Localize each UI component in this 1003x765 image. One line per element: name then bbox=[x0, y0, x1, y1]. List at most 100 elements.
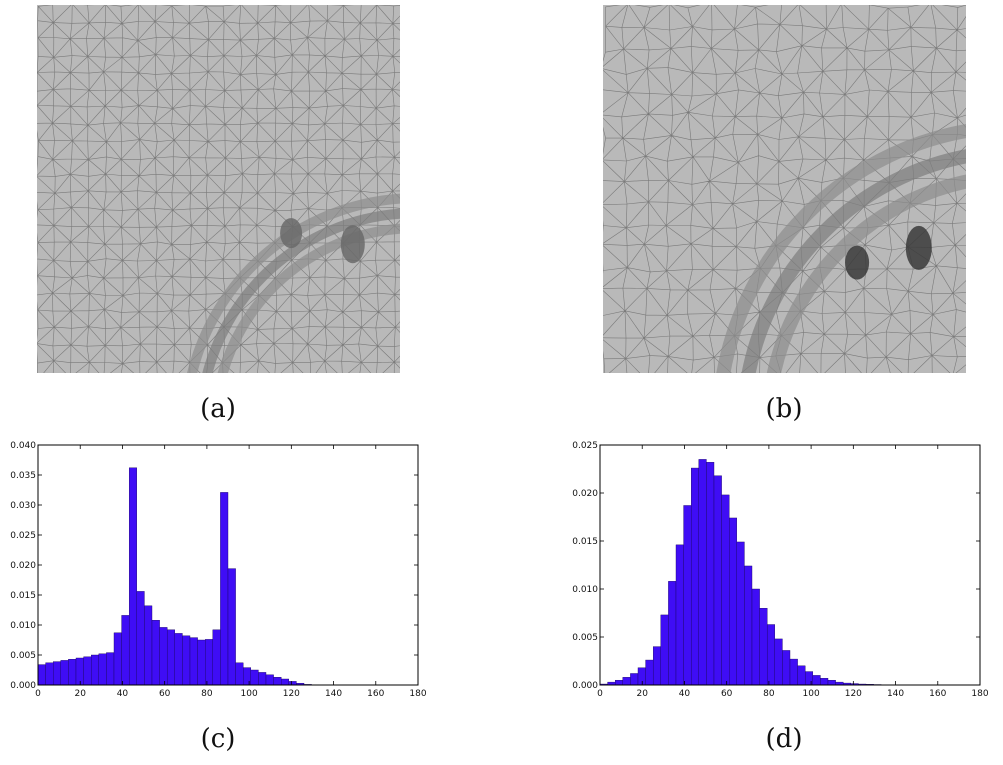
histogram-bar bbox=[76, 658, 84, 685]
x-tick-label: 60 bbox=[159, 689, 171, 699]
histogram-bar bbox=[661, 615, 669, 685]
histogram-bar bbox=[152, 620, 160, 685]
caption-a: (a) bbox=[178, 394, 258, 424]
histogram-bar bbox=[220, 492, 228, 685]
histogram-bar bbox=[251, 670, 259, 685]
y-tick-label: 0.005 bbox=[10, 651, 36, 661]
histogram-bar bbox=[813, 675, 821, 685]
histogram-bar bbox=[68, 659, 76, 685]
mesh-wireframe bbox=[603, 5, 966, 373]
x-tick-label: 40 bbox=[679, 689, 691, 699]
histogram-bar bbox=[782, 650, 790, 685]
y-tick-label: 0.025 bbox=[10, 531, 36, 541]
x-tick-label: 180 bbox=[971, 689, 988, 699]
histogram-bar bbox=[289, 681, 297, 685]
y-tick-label: 0.010 bbox=[10, 621, 36, 631]
histogram-bar bbox=[653, 647, 661, 685]
y-tick-label: 0.040 bbox=[10, 441, 36, 451]
histogram-bar bbox=[61, 660, 69, 685]
caption-d: (d) bbox=[744, 724, 824, 754]
histogram-bar bbox=[213, 630, 221, 685]
y-tick-label: 0.035 bbox=[10, 471, 36, 481]
x-tick-label: 140 bbox=[887, 689, 904, 699]
x-tick-label: 120 bbox=[283, 689, 300, 699]
x-tick-label: 80 bbox=[201, 689, 213, 699]
histogram-bar bbox=[182, 636, 190, 685]
histogram-bar bbox=[160, 627, 168, 685]
y-tick-label: 0.020 bbox=[572, 489, 598, 499]
histogram-bar bbox=[752, 589, 760, 685]
x-tick-label: 180 bbox=[409, 689, 426, 699]
histogram-bar bbox=[84, 657, 92, 685]
histogram-bar bbox=[775, 639, 783, 685]
x-tick-label: 160 bbox=[367, 689, 384, 699]
histogram-bar bbox=[266, 675, 274, 685]
chart-svg-d: 0 20 40 60 80 100 120 140 160 180 0.000 0.005 0.010 0… bbox=[562, 435, 1002, 705]
histogram-bar bbox=[722, 495, 730, 685]
histogram-bar bbox=[129, 468, 137, 685]
histogram-bar bbox=[714, 476, 722, 685]
chart-svg-c: 0 20 40 60 80 100 120 140 160 180 0.000 0.005 0.010 0… bbox=[0, 435, 440, 705]
x-tick-label: 20 bbox=[74, 689, 86, 699]
x-tick-label: 100 bbox=[241, 689, 258, 699]
caption-c: (c) bbox=[178, 724, 258, 754]
mesh-wireframe bbox=[37, 5, 400, 373]
histogram-bar bbox=[53, 662, 61, 685]
mesh-render-a bbox=[37, 5, 400, 373]
x-tick-label: 140 bbox=[325, 689, 342, 699]
y-tick-label: 0.020 bbox=[10, 561, 36, 571]
y-tick-label: 0.000 bbox=[10, 681, 36, 691]
histogram-c: 0 20 40 60 80 100 120 140 160 180 0.000 0.005 0.010 0… bbox=[0, 435, 440, 705]
histogram-bar bbox=[737, 542, 745, 685]
histogram-bar bbox=[630, 673, 638, 685]
y-tick-label: 0.025 bbox=[572, 441, 598, 451]
y-tick-label: 0.005 bbox=[572, 633, 598, 643]
histogram-bar bbox=[623, 677, 631, 685]
histogram-bar bbox=[114, 633, 122, 685]
histogram-bar bbox=[767, 625, 775, 685]
x-tick-label: 60 bbox=[721, 689, 733, 699]
histogram-bar bbox=[706, 462, 714, 685]
y-tick-label: 0.010 bbox=[572, 585, 598, 595]
histogram-bar bbox=[137, 591, 145, 685]
x-tick-label: 80 bbox=[763, 689, 775, 699]
caption-b: (b) bbox=[744, 394, 824, 424]
histogram-bar bbox=[760, 608, 768, 685]
histogram-bar bbox=[122, 615, 130, 685]
histogram-bar bbox=[144, 606, 152, 685]
histogram-bar bbox=[684, 505, 692, 685]
histogram-bar bbox=[638, 668, 646, 685]
histogram-bar bbox=[198, 640, 206, 685]
histogram-bar bbox=[646, 660, 654, 685]
histogram-bar bbox=[91, 655, 99, 685]
histogram-bar bbox=[615, 680, 623, 685]
histogram-bar bbox=[236, 663, 244, 685]
x-tick-label: 0 bbox=[35, 689, 41, 699]
histogram-bar bbox=[790, 659, 798, 685]
histogram-bar bbox=[729, 518, 737, 685]
histogram-bar bbox=[798, 666, 806, 685]
histogram-bar bbox=[668, 581, 676, 685]
histogram-bar bbox=[175, 633, 183, 685]
x-tick-label: 0 bbox=[597, 689, 603, 699]
histogram-bar bbox=[46, 663, 54, 685]
histogram-bar bbox=[699, 459, 707, 685]
histogram-bar bbox=[190, 638, 198, 685]
histogram-bar bbox=[691, 468, 699, 685]
histogram-bar bbox=[106, 653, 114, 685]
x-tick-label: 120 bbox=[845, 689, 862, 699]
histogram-bar bbox=[258, 672, 266, 685]
y-tick-label: 0.015 bbox=[10, 591, 36, 601]
histogram-bar bbox=[274, 677, 282, 685]
y-tick-label: 0.015 bbox=[572, 537, 598, 547]
histogram-bar bbox=[38, 665, 46, 685]
histogram-bar bbox=[676, 545, 684, 685]
histogram-bar bbox=[228, 569, 236, 685]
histogram-d: 0 20 40 60 80 100 120 140 160 180 0.000 0.005 0.010 0… bbox=[562, 435, 1002, 705]
x-tick-label: 160 bbox=[929, 689, 946, 699]
x-tick-label: 40 bbox=[117, 689, 129, 699]
histogram-bar bbox=[828, 680, 836, 685]
histogram-bar bbox=[805, 672, 813, 685]
histogram-bar bbox=[281, 679, 289, 685]
y-tick-label: 0.030 bbox=[10, 501, 36, 511]
